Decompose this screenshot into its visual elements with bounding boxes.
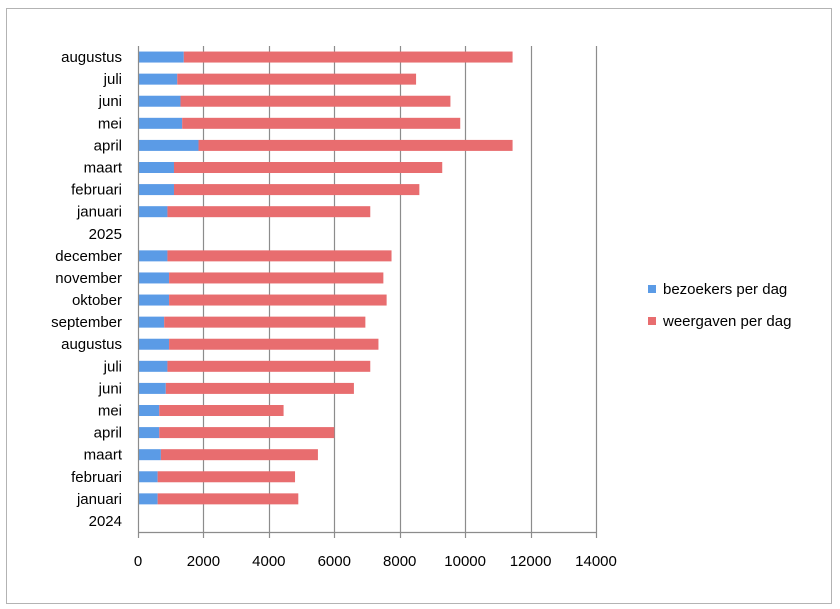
category-label: september bbox=[51, 314, 122, 331]
category-label: 2024 bbox=[89, 513, 122, 530]
bar-bezoekers bbox=[138, 338, 170, 350]
bar-weergaven bbox=[169, 338, 379, 350]
bar-bezoekers bbox=[138, 316, 165, 328]
bar-weergaven bbox=[169, 294, 387, 306]
bar-bezoekers bbox=[138, 51, 184, 63]
bar-weergaven bbox=[182, 117, 461, 129]
x-tick-label: 12000 bbox=[510, 553, 552, 570]
bar-weergaven bbox=[177, 73, 417, 85]
bar-bezoekers bbox=[138, 360, 168, 372]
legend-swatch bbox=[648, 317, 656, 325]
bar-bezoekers bbox=[138, 139, 199, 151]
bar-bezoekers bbox=[138, 206, 168, 218]
x-tick-label: 6000 bbox=[318, 553, 351, 570]
bar-bezoekers bbox=[138, 250, 168, 262]
bar-bezoekers bbox=[138, 405, 160, 416]
bar-weergaven bbox=[169, 272, 384, 284]
bar-bezoekers bbox=[138, 449, 161, 461]
category-label: juli bbox=[103, 71, 122, 88]
bar-bezoekers bbox=[138, 184, 174, 196]
x-tick-label: 4000 bbox=[252, 553, 285, 570]
x-tick-label: 0 bbox=[134, 553, 142, 570]
x-tick-label: 2000 bbox=[187, 553, 220, 570]
legend-swatch bbox=[648, 285, 656, 293]
x-tick-label: 10000 bbox=[444, 553, 486, 570]
axes bbox=[137, 46, 598, 538]
bar-weergaven bbox=[164, 316, 366, 328]
bar-bezoekers bbox=[138, 117, 183, 129]
bar-weergaven bbox=[167, 206, 371, 218]
category-label: maart bbox=[84, 160, 123, 177]
bar-weergaven bbox=[157, 493, 299, 505]
bar-bezoekers bbox=[138, 382, 166, 394]
category-label: 2025 bbox=[89, 226, 122, 243]
category-label: maart bbox=[84, 447, 123, 464]
bar-weergaven bbox=[173, 184, 420, 196]
category-label: april bbox=[94, 137, 122, 154]
category-label: juli bbox=[103, 358, 122, 375]
category-label: januari bbox=[76, 204, 122, 221]
bar-weergaven bbox=[159, 405, 284, 416]
category-label: februari bbox=[71, 182, 122, 199]
category-label: augustus bbox=[61, 49, 122, 66]
bar-weergaven bbox=[167, 250, 392, 262]
bar-bezoekers bbox=[138, 272, 170, 284]
bar-weergaven bbox=[159, 427, 335, 439]
bar-bezoekers bbox=[138, 294, 170, 306]
bar-weergaven bbox=[198, 139, 513, 151]
bar-bezoekers bbox=[138, 73, 178, 85]
category-label: juni bbox=[98, 380, 122, 397]
category-labels: 2024 januari februari maart april mei juni juli… bbox=[51, 49, 123, 530]
category-label: januari bbox=[76, 491, 122, 508]
category-label: november bbox=[55, 270, 122, 287]
category-label: februari bbox=[71, 469, 122, 486]
category-label: juni bbox=[98, 93, 122, 110]
bars bbox=[138, 51, 513, 505]
bar-bezoekers bbox=[138, 471, 158, 483]
bar-bezoekers bbox=[138, 493, 158, 505]
bar-weergaven bbox=[173, 162, 443, 173]
category-label: oktober bbox=[72, 292, 122, 309]
bar-weergaven bbox=[165, 382, 354, 394]
bar-bezoekers bbox=[138, 95, 181, 107]
category-label: april bbox=[94, 425, 122, 442]
bar-weergaven bbox=[167, 360, 371, 372]
bar-bezoekers bbox=[138, 162, 174, 173]
bar-weergaven bbox=[157, 471, 296, 483]
legend: bezoekers per dag weergaven per dag bbox=[648, 281, 791, 330]
legend-label: bezoekers per dag bbox=[663, 281, 787, 298]
bar-weergaven bbox=[160, 449, 318, 461]
x-tick-label: 8000 bbox=[383, 553, 416, 570]
bar-weergaven bbox=[180, 95, 451, 107]
x-tick-label: 14000 bbox=[575, 553, 617, 570]
category-label: augustus bbox=[61, 336, 122, 353]
category-label: mei bbox=[98, 403, 122, 420]
x-tick-labels: 0 2000 4000 6000 8000 10000 12000 14000 bbox=[134, 553, 617, 570]
legend-label: weergaven per dag bbox=[662, 313, 791, 330]
chart-frame bbox=[6, 8, 832, 604]
bar-bezoekers bbox=[138, 427, 160, 439]
bar-weergaven bbox=[183, 51, 513, 63]
category-label: mei bbox=[98, 115, 122, 132]
category-label: december bbox=[55, 248, 122, 265]
